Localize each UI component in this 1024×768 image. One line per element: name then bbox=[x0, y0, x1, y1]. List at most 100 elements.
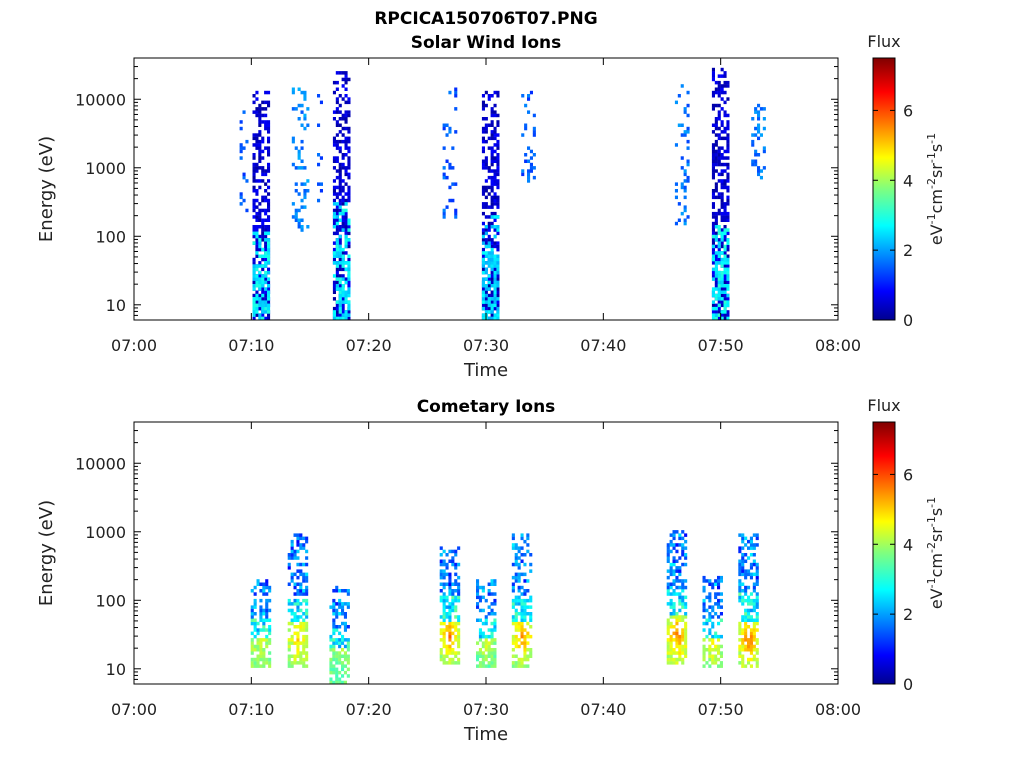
heatmap-cell bbox=[747, 585, 751, 590]
heatmap-cell bbox=[445, 598, 449, 603]
heatmap-cell bbox=[511, 638, 515, 642]
heatmap-cell bbox=[702, 575, 706, 580]
heatmap-cell bbox=[496, 297, 500, 301]
heatmap-cell bbox=[711, 159, 715, 163]
heatmap-cell bbox=[755, 562, 759, 567]
heatmap-cell bbox=[259, 628, 263, 632]
heatmap-cell bbox=[744, 618, 748, 622]
heatmap-cell bbox=[439, 589, 443, 593]
heatmap-cell bbox=[445, 595, 449, 600]
x-tick-label: 07:10 bbox=[228, 336, 274, 355]
heatmap-cell bbox=[675, 585, 679, 590]
heatmap-cell bbox=[252, 169, 256, 173]
heatmap-cell bbox=[720, 153, 724, 157]
heatmap-cell bbox=[675, 628, 679, 632]
heatmap-cell bbox=[714, 195, 718, 200]
heatmap-cell bbox=[267, 293, 271, 298]
heatmap-cell bbox=[726, 261, 730, 265]
heatmap-cell bbox=[496, 185, 500, 190]
heatmap-cell bbox=[264, 182, 268, 186]
heatmap-cell bbox=[496, 159, 500, 163]
heatmap-cell bbox=[338, 293, 342, 298]
heatmap-cell bbox=[261, 231, 265, 236]
heatmap-cell bbox=[719, 644, 723, 649]
heatmap-cell bbox=[672, 651, 676, 655]
heatmap-cell bbox=[262, 608, 266, 613]
heatmap-cell bbox=[268, 628, 272, 632]
heatmap-cell bbox=[726, 238, 730, 242]
heatmap-cell bbox=[255, 231, 259, 236]
heatmap-cell bbox=[484, 300, 488, 304]
heatmap-cell bbox=[261, 107, 265, 111]
heatmap-cell bbox=[445, 133, 449, 137]
heatmap-cell bbox=[738, 631, 742, 636]
heatmap-cell bbox=[493, 211, 497, 216]
heatmap-cell bbox=[708, 618, 712, 622]
heatmap-cell bbox=[520, 615, 524, 619]
heatmap-cell bbox=[490, 628, 494, 632]
heatmap-cell bbox=[335, 641, 339, 645]
heatmap-cell bbox=[527, 94, 531, 98]
heatmap-cell bbox=[267, 198, 271, 203]
heatmap-cell bbox=[493, 582, 497, 586]
heatmap-cell bbox=[666, 631, 670, 636]
heatmap-cell bbox=[717, 162, 721, 167]
heatmap-cell bbox=[332, 139, 336, 144]
heatmap-cell bbox=[344, 241, 348, 245]
heatmap-cell bbox=[717, 280, 721, 285]
heatmap-cell bbox=[496, 270, 500, 275]
heatmap-cell bbox=[490, 284, 494, 288]
heatmap-cell bbox=[757, 169, 761, 173]
heatmap-cell bbox=[675, 641, 679, 645]
heatmap-cell bbox=[726, 316, 730, 321]
heatmap-cell bbox=[305, 536, 309, 541]
heatmap-cell bbox=[723, 297, 727, 301]
heatmap-cell bbox=[493, 264, 497, 268]
heatmap-cell bbox=[255, 225, 259, 229]
heatmap-cell bbox=[487, 254, 491, 258]
heatmap-cell bbox=[749, 644, 753, 649]
heatmap-cell bbox=[341, 133, 345, 137]
heatmap-cell bbox=[481, 162, 485, 167]
heatmap-cell bbox=[302, 612, 306, 616]
heatmap-cell bbox=[306, 179, 310, 183]
x-tick-label: 07:20 bbox=[346, 700, 392, 719]
heatmap-cell bbox=[265, 592, 269, 596]
heatmap-cell bbox=[702, 608, 706, 613]
heatmap-cell bbox=[481, 189, 485, 193]
heatmap-cell bbox=[252, 270, 256, 275]
heatmap-cell bbox=[675, 559, 679, 563]
heatmap-cell bbox=[341, 208, 345, 213]
heatmap-cell bbox=[344, 77, 348, 82]
heatmap-cell bbox=[723, 234, 727, 239]
heatmap-cell bbox=[253, 621, 257, 626]
heatmap-cell bbox=[526, 612, 530, 616]
heatmap-cell bbox=[487, 277, 491, 281]
heatmap-cell bbox=[329, 605, 333, 609]
heatmap-cell bbox=[496, 133, 500, 137]
heatmap-cell bbox=[341, 126, 345, 131]
heatmap-cell bbox=[454, 615, 458, 619]
heatmap-cell bbox=[258, 215, 262, 219]
heatmap-cell bbox=[299, 569, 303, 573]
heatmap-cell bbox=[338, 589, 342, 593]
heatmap-cell bbox=[711, 625, 715, 629]
heatmap-cell bbox=[741, 654, 745, 658]
heatmap-cell bbox=[303, 205, 307, 209]
heatmap-cell bbox=[755, 615, 759, 619]
heatmap-cell bbox=[481, 641, 485, 645]
heatmap-cell bbox=[711, 192, 715, 196]
heatmap-cell bbox=[708, 657, 712, 662]
heatmap-cell bbox=[711, 205, 715, 209]
heatmap-cell bbox=[297, 221, 301, 226]
heatmap-cell bbox=[681, 605, 685, 609]
heatmap-cell bbox=[338, 657, 342, 662]
heatmap-cell bbox=[484, 205, 488, 209]
heatmap-cell bbox=[702, 648, 706, 652]
heatmap-cell bbox=[302, 536, 306, 541]
heatmap-cell bbox=[490, 247, 494, 252]
heatmap-cell bbox=[708, 648, 712, 652]
heatmap-cell bbox=[726, 139, 730, 144]
heatmap-cell bbox=[268, 589, 272, 593]
